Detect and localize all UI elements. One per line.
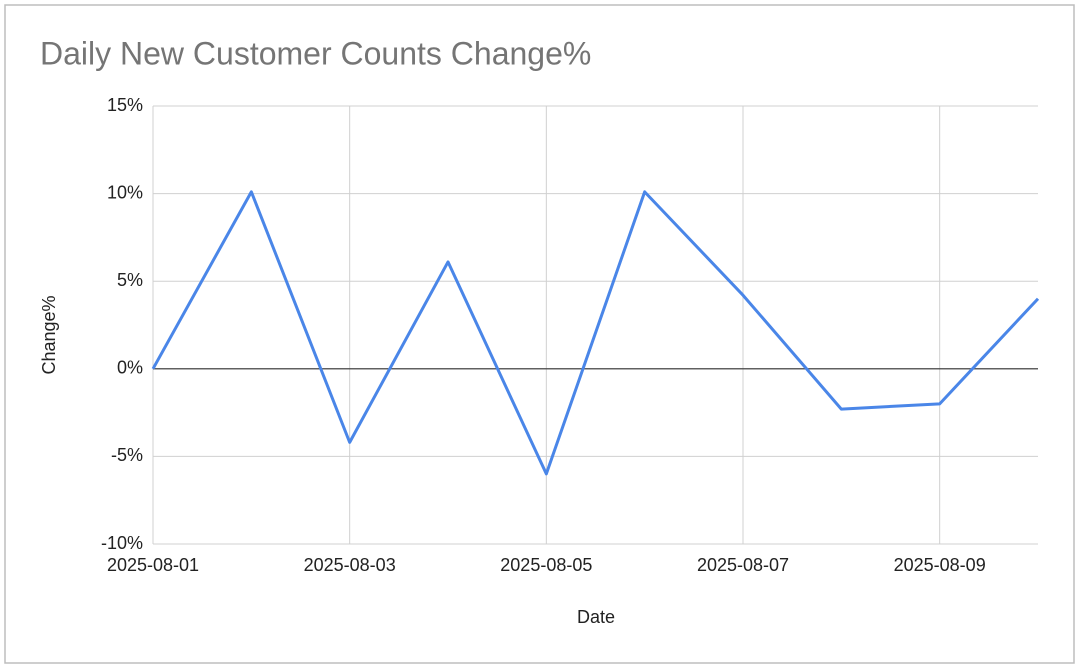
- y-tick-label: 10%: [107, 182, 143, 202]
- y-axis-label: Change%: [39, 295, 59, 374]
- y-tick-label: 5%: [117, 270, 143, 290]
- y-tick-label: -10%: [101, 533, 143, 553]
- x-tick-label: 2025-08-03: [304, 555, 396, 575]
- x-tick-label: 2025-08-05: [500, 555, 592, 575]
- y-tick-label: 15%: [107, 95, 143, 115]
- data-line: [151, 190, 1040, 476]
- x-tick-label: 2025-08-01: [107, 555, 199, 575]
- chart-title: Daily New Customer Counts Change%: [40, 35, 591, 71]
- x-tick-label: 2025-08-09: [894, 555, 986, 575]
- x-axis-label: Date: [577, 607, 615, 627]
- chart-frame: [4, 4, 1075, 664]
- x-tick-label: 2025-08-07: [697, 555, 789, 575]
- y-tick-label: -5%: [111, 445, 143, 465]
- y-tick-label: 0%: [117, 358, 143, 378]
